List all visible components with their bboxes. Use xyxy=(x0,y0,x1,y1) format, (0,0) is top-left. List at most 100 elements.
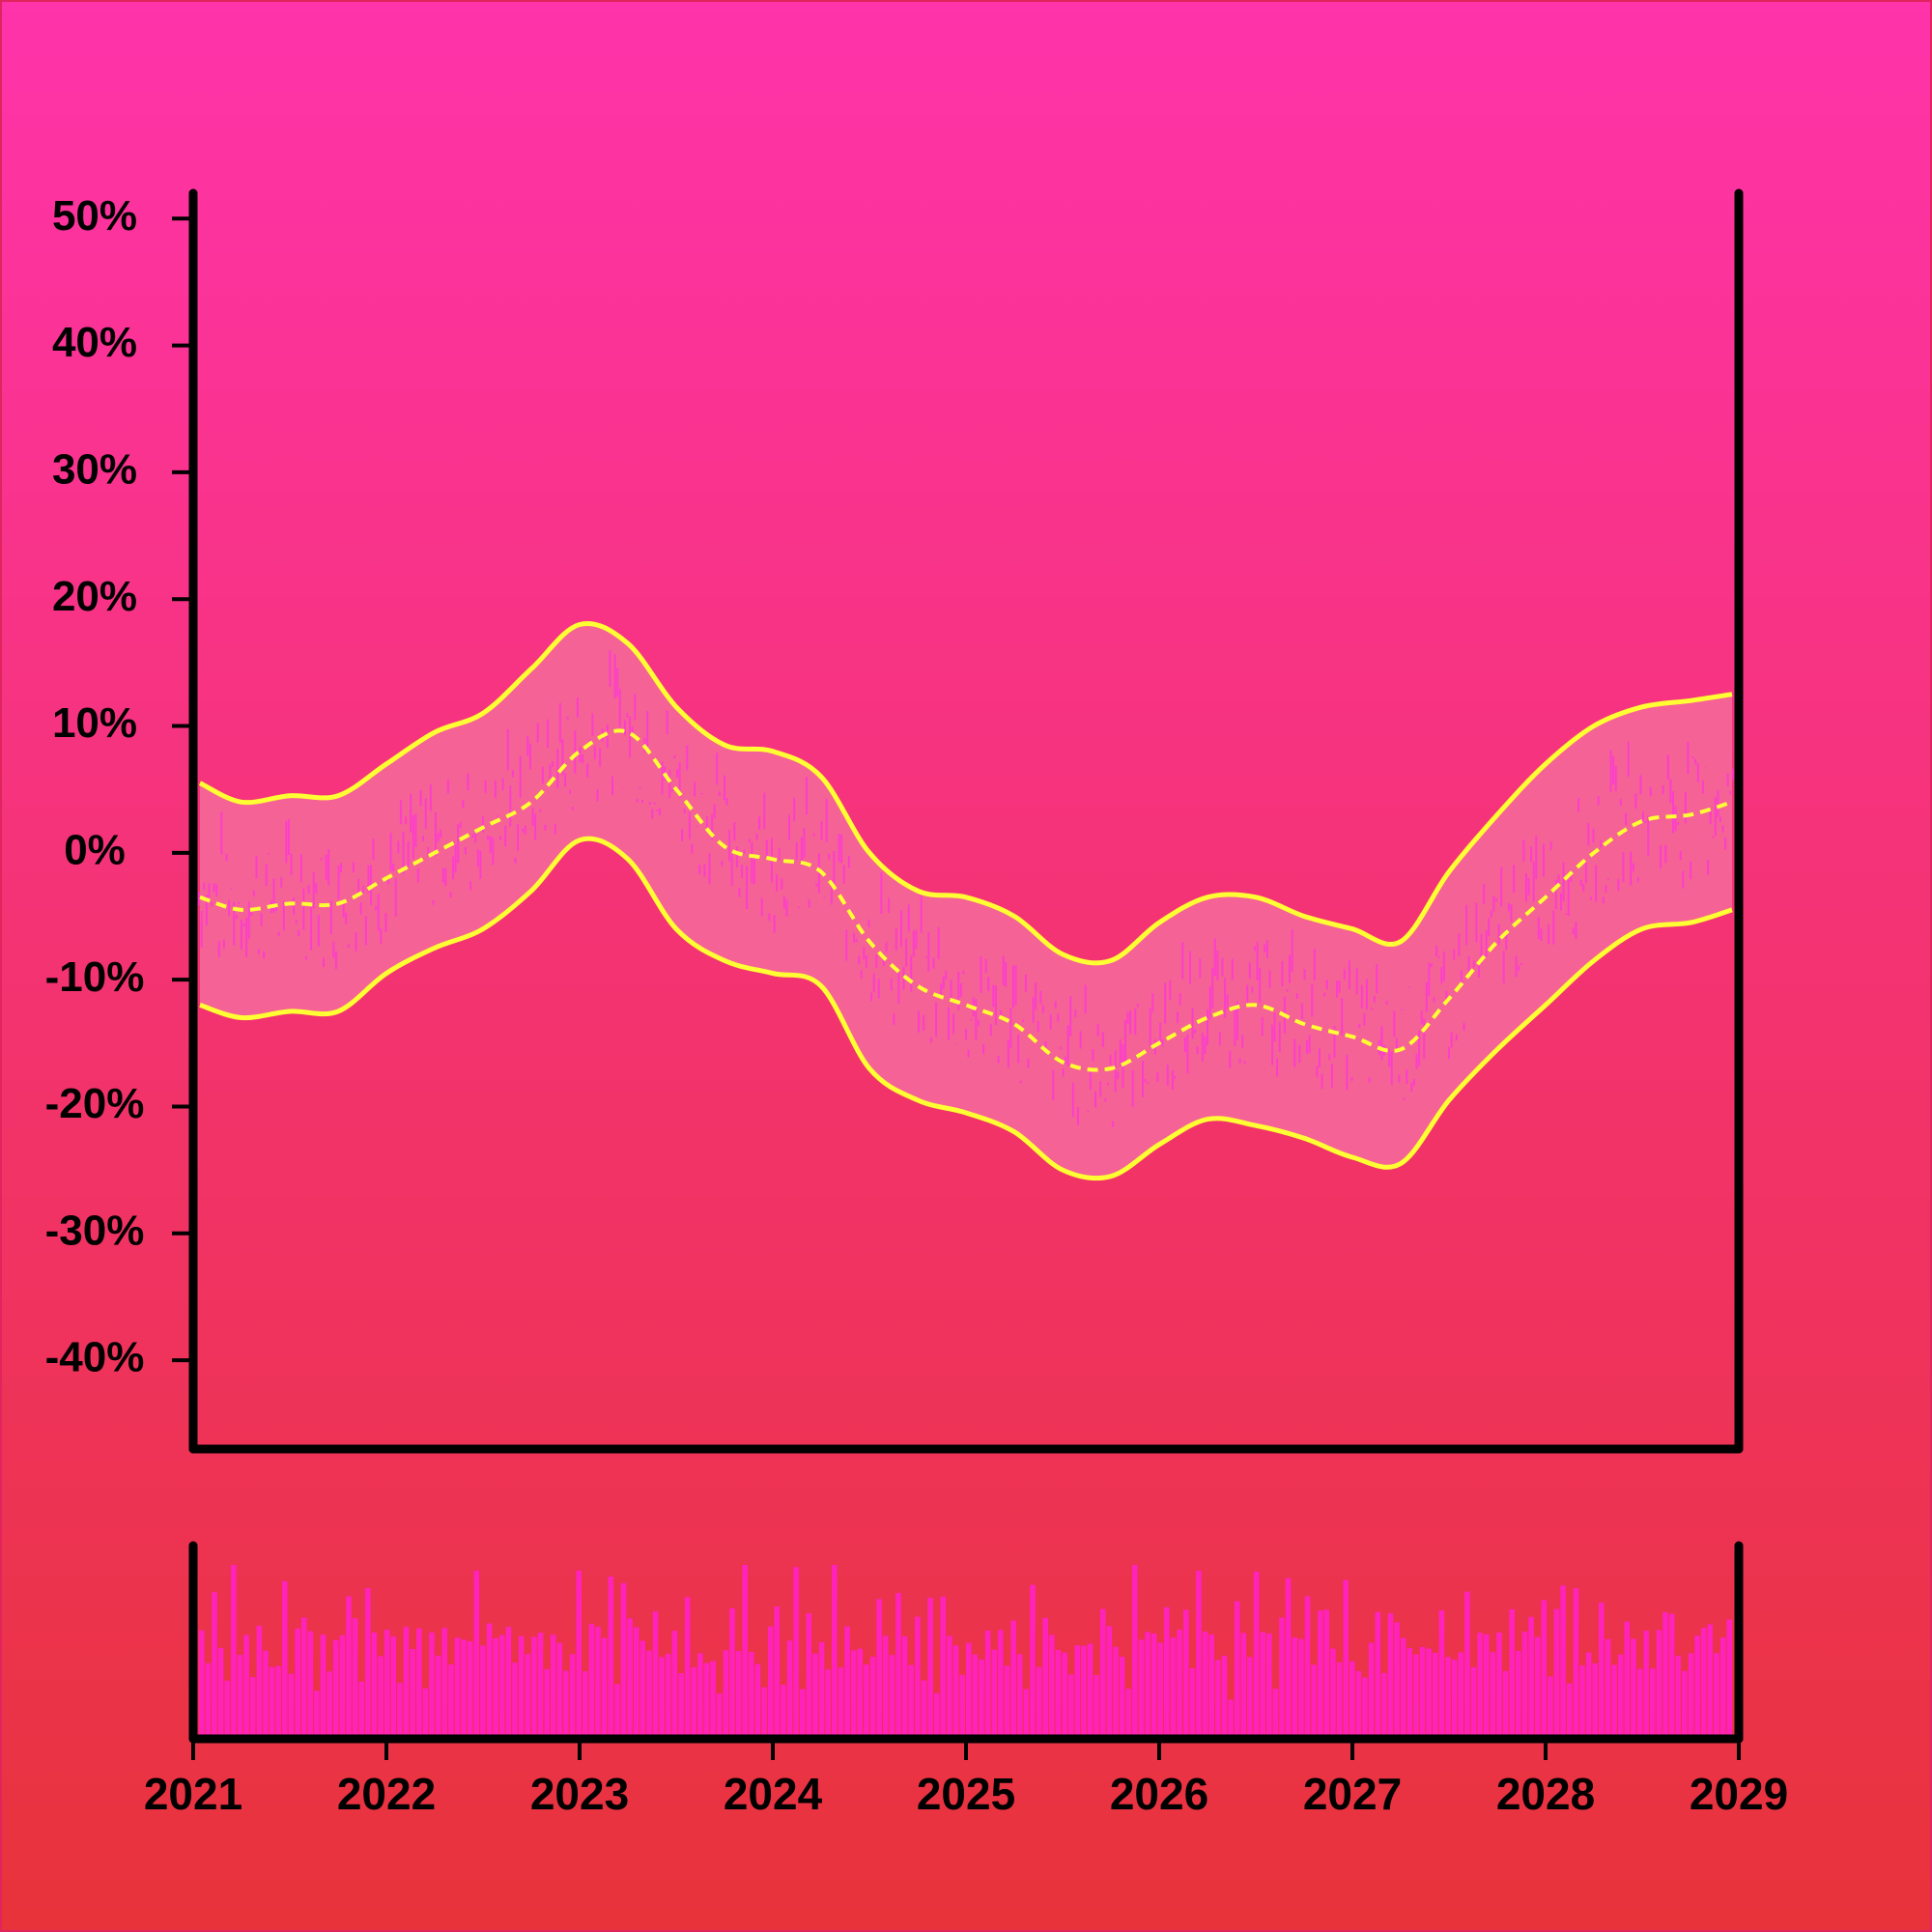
volume-bar xyxy=(1650,1668,1656,1739)
volume-bar xyxy=(1553,1608,1560,1739)
volume-bar xyxy=(844,1626,850,1739)
volume-bar xyxy=(1592,1662,1598,1739)
volume-bar xyxy=(320,1634,327,1739)
volume-bar xyxy=(1151,1634,1157,1739)
volume-bar xyxy=(1451,1660,1458,1739)
volume-bar xyxy=(518,1635,525,1739)
volume-bar xyxy=(1042,1617,1048,1739)
volume-bar xyxy=(1560,1585,1566,1739)
volume-bar xyxy=(684,1597,691,1739)
volume-bar xyxy=(1631,1638,1636,1739)
volume-bar xyxy=(1228,1699,1234,1739)
volume-bar xyxy=(582,1671,588,1739)
volume-bar xyxy=(1375,1611,1381,1739)
volume-bar xyxy=(531,1636,537,1739)
volume-bar xyxy=(671,1631,678,1739)
volume-bar xyxy=(327,1671,332,1739)
volume-bar xyxy=(908,1664,914,1739)
volume-bar xyxy=(378,1656,384,1739)
volume-bar xyxy=(806,1613,812,1739)
volume-bar xyxy=(1138,1639,1145,1739)
volume-bar xyxy=(339,1634,346,1739)
volume-bar xyxy=(952,1645,959,1739)
volume-bar xyxy=(1541,1600,1548,1739)
volume-bar xyxy=(352,1618,358,1739)
volume-bar xyxy=(307,1631,314,1739)
volume-bar xyxy=(537,1633,544,1739)
volume-bar xyxy=(441,1628,447,1739)
volume-bar xyxy=(275,1665,281,1739)
volume-bar xyxy=(1099,1608,1106,1739)
volume-bar xyxy=(205,1662,212,1739)
volume-bar xyxy=(217,1647,224,1739)
volume-bar xyxy=(1688,1653,1694,1739)
volume-bar xyxy=(1036,1666,1042,1739)
volume-bar xyxy=(1215,1660,1221,1739)
volume-bar xyxy=(505,1627,512,1739)
volume-bar xyxy=(1490,1652,1496,1739)
volume-bar xyxy=(1202,1632,1208,1739)
x-tick-marks xyxy=(191,1739,1741,1760)
volume-bar xyxy=(1707,1624,1714,1739)
volume-bar xyxy=(979,1659,984,1739)
volume-bar xyxy=(1470,1666,1477,1739)
volume-bar xyxy=(1279,1617,1285,1739)
volume-bar xyxy=(869,1656,876,1739)
volume-bar xyxy=(435,1655,441,1739)
volume-bar xyxy=(1548,1676,1553,1739)
volume-bar xyxy=(410,1648,415,1739)
volume-bar xyxy=(1528,1616,1534,1739)
volume-bar xyxy=(1350,1661,1355,1739)
volume-bar xyxy=(397,1682,403,1739)
y-tick-labels: 50% 40% 30% 20% 10% 0% -10% -20% -30% -4… xyxy=(45,192,145,1381)
volume-bar xyxy=(1067,1674,1074,1739)
volume-bar xyxy=(199,1630,205,1739)
volume-bar xyxy=(300,1617,307,1739)
x-tick-label: 2021 xyxy=(144,1769,242,1819)
volume-bar xyxy=(1368,1642,1375,1739)
volume-bar xyxy=(1087,1643,1094,1739)
volume-bar xyxy=(1662,1612,1668,1739)
volume-bar xyxy=(850,1650,857,1739)
volume-bar xyxy=(1125,1689,1131,1739)
y-tick-label: 40% xyxy=(52,319,137,366)
volume-bar xyxy=(384,1630,390,1739)
volume-bar xyxy=(915,1616,921,1739)
volume-bar xyxy=(1145,1632,1151,1739)
volume-bar xyxy=(288,1673,295,1739)
volume-bar xyxy=(1260,1632,1265,1739)
volume-bar xyxy=(1700,1628,1707,1739)
volume-bar xyxy=(448,1664,454,1739)
x-tick-label: 2023 xyxy=(530,1769,629,1819)
y-tick-label: 20% xyxy=(52,573,137,620)
y-tick-marks xyxy=(172,216,193,1363)
volume-bar xyxy=(1106,1626,1113,1739)
volume-bar xyxy=(1668,1613,1675,1739)
volume-bar xyxy=(691,1667,697,1739)
volume-bar xyxy=(525,1654,531,1739)
volume-bar xyxy=(1119,1657,1125,1739)
volume-bar xyxy=(314,1690,320,1739)
volume-bar xyxy=(927,1598,933,1739)
volume-bar xyxy=(512,1662,518,1739)
volume-bar xyxy=(800,1689,806,1739)
volume-bar xyxy=(1362,1677,1368,1739)
volume-bar xyxy=(864,1664,869,1739)
volume-bar xyxy=(972,1654,979,1739)
volume-bar xyxy=(556,1642,563,1739)
volume-bar xyxy=(1567,1683,1573,1739)
volume-bar xyxy=(563,1670,569,1739)
volume-bar xyxy=(901,1635,908,1739)
volume-bar xyxy=(346,1596,352,1739)
volume-bar xyxy=(774,1606,781,1739)
volume-bar xyxy=(966,1642,972,1739)
volume-bar xyxy=(1010,1620,1016,1739)
volume-bar xyxy=(1400,1637,1406,1739)
volume-bar xyxy=(576,1570,582,1739)
volume-bar xyxy=(1030,1584,1036,1739)
volume-bar xyxy=(1240,1633,1247,1739)
volume-bar xyxy=(883,1635,889,1739)
volume-bar xyxy=(1285,1577,1292,1739)
y-tick-label: 0% xyxy=(64,826,126,873)
